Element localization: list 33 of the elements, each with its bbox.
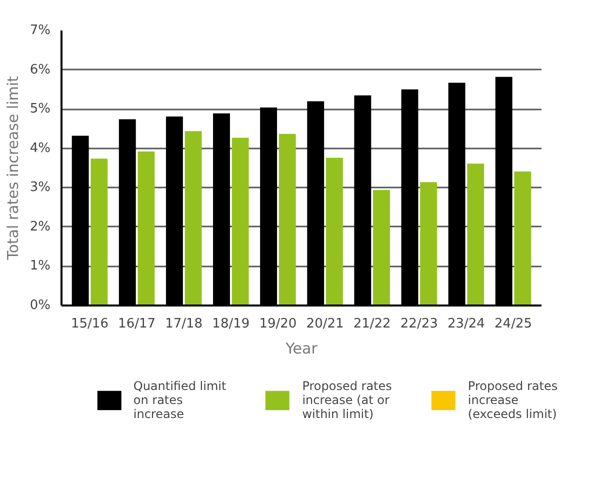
bar (232, 138, 249, 306)
x-tick-label: 18/19 (212, 316, 250, 332)
bar (278, 134, 296, 306)
x-tick-label: 16/17 (118, 316, 156, 332)
x-tick-label: 20/21 (306, 316, 344, 332)
y-tick-label: 2% (30, 219, 50, 234)
bar (373, 190, 390, 306)
legend-label: Proposed rates increase (exceeds limit) (468, 379, 558, 421)
bar (138, 152, 155, 306)
y-tick-label: 7% (30, 23, 50, 38)
y-tick-label: 6% (30, 62, 50, 78)
x-tick-label: 17/18 (165, 316, 203, 332)
bar (514, 172, 532, 306)
x-tick-label: 22/23 (400, 316, 438, 332)
y-tick-label: 0% (30, 298, 50, 313)
bar (90, 158, 108, 306)
x-tick-label: 21/22 (353, 316, 391, 332)
x-axis-title: Year (284, 340, 318, 358)
x-tick-label: 23/24 (447, 316, 485, 332)
x-tick-label: 24/25 (494, 316, 532, 332)
bar (184, 131, 202, 306)
bar (467, 164, 484, 306)
bar (326, 158, 343, 306)
x-tick-label: 15/16 (71, 316, 108, 332)
x-tick-label: 19/20 (259, 316, 297, 332)
legend-label: Proposed rates increase (at or within limit) (302, 379, 392, 421)
y-tick-label: 3% (30, 180, 50, 196)
y-tick-label: 1% (30, 258, 50, 274)
y-tick-label: 4% (30, 140, 50, 156)
y-tick-label: 5% (30, 102, 50, 117)
bar (420, 182, 438, 306)
legend-label: Quantified limit on rates increase (133, 379, 226, 421)
y-axis-title: Total rates increase limit (4, 76, 22, 261)
